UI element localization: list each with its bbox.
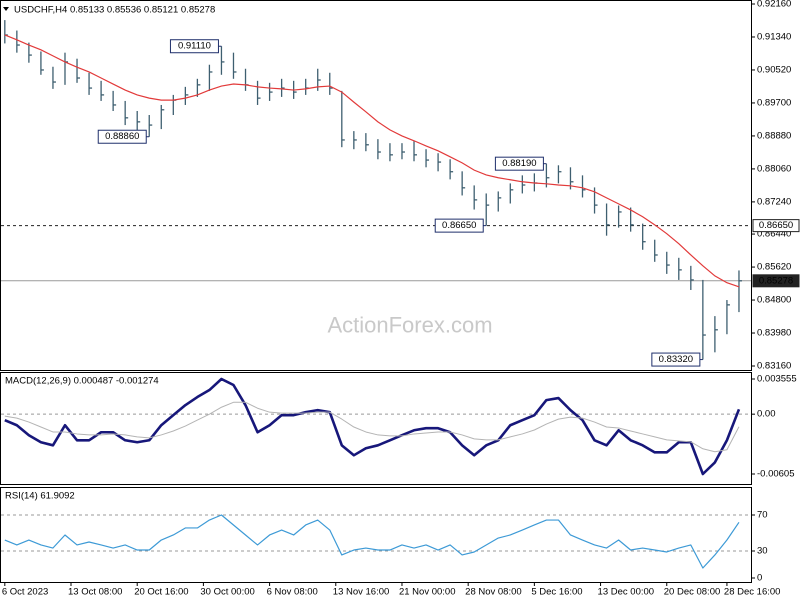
x-tick-label: 5 Dec 16:00 bbox=[531, 587, 582, 598]
annotation-box bbox=[434, 218, 484, 233]
x-tick-label: 30 Oct 00:00 bbox=[200, 587, 254, 598]
price-level-label: 0.86650 bbox=[759, 220, 793, 231]
y-tick-label: 0.88880 bbox=[757, 130, 791, 141]
annotation-label: 0.83320 bbox=[659, 354, 693, 365]
annotation-box bbox=[97, 129, 147, 144]
y-tick-label: 0 bbox=[757, 573, 762, 584]
indicator-line bbox=[4, 401, 740, 453]
annotation-label: 0.88860 bbox=[105, 131, 139, 142]
annotation-box bbox=[651, 352, 701, 367]
x-tick-label: 28 Nov 08:00 bbox=[465, 587, 522, 598]
y-tick-label: 0.84800 bbox=[757, 295, 791, 306]
panel-title: MACD(12,26,9) 0.000487 -0.001274 bbox=[5, 376, 159, 387]
y-tick-label: 0.90520 bbox=[757, 64, 791, 75]
y-tick-label: 0.91340 bbox=[757, 31, 791, 42]
x-tick-label: 6 Oct 2023 bbox=[2, 587, 48, 598]
y-tick-label: 0.83160 bbox=[757, 361, 791, 372]
panel-title: RSI(14) 61.9092 bbox=[5, 491, 75, 502]
y-tick-label: 0.92160 bbox=[757, 0, 791, 10]
moving-average-line bbox=[4, 34, 740, 288]
annotation-box bbox=[494, 156, 544, 171]
macd-panel-frame bbox=[0, 372, 752, 485]
y-tick-label: 70 bbox=[757, 510, 768, 521]
y-tick-label: 0.003555 bbox=[757, 374, 797, 385]
y-tick-label: 0.85620 bbox=[757, 262, 791, 273]
y-tick-label: 0.88060 bbox=[757, 163, 791, 174]
indicator-line bbox=[4, 377, 741, 476]
price-level-box bbox=[752, 219, 800, 233]
y-tick-label: -0.00605 bbox=[757, 469, 795, 480]
watermark: ActionForex.com bbox=[327, 313, 492, 338]
x-tick-label: 13 Dec 00:00 bbox=[598, 587, 655, 598]
y-tick-label: 0.00 bbox=[757, 409, 776, 420]
y-tick-label: 0.87240 bbox=[757, 196, 791, 207]
y-tick-label: 0.86440 bbox=[757, 229, 791, 240]
rsi-panel-frame bbox=[0, 487, 752, 583]
price-level-box bbox=[752, 274, 800, 288]
menu-arrow bbox=[3, 7, 9, 11]
x-tick-label: 20 Oct 16:00 bbox=[134, 587, 188, 598]
indicator-line bbox=[4, 514, 740, 569]
x-tick-label: 13 Nov 16:00 bbox=[333, 587, 390, 598]
y-tick-label: 0.89700 bbox=[757, 97, 791, 108]
x-tick-label: 20 Dec 08:00 bbox=[664, 587, 721, 598]
annotation-label: 0.86650 bbox=[442, 220, 476, 231]
annotation-label: 0.88190 bbox=[502, 158, 536, 169]
x-tick-label: 6 Nov 08:00 bbox=[267, 587, 318, 598]
price-level-label: 0.85278 bbox=[759, 275, 793, 286]
annotation-box bbox=[169, 39, 219, 54]
x-tick-label: 21 Nov 00:00 bbox=[399, 587, 456, 598]
x-tick-label: 13 Oct 08:00 bbox=[68, 587, 122, 598]
annotation-label: 0.91110 bbox=[178, 41, 211, 52]
y-tick-label: 0.83980 bbox=[757, 328, 791, 339]
price-panel-frame bbox=[0, 0, 752, 371]
x-tick-label: 28 Dec 16:00 bbox=[724, 587, 781, 598]
y-tick-label: 30 bbox=[757, 546, 768, 557]
panel-title: USDCHF,H4 0.85133 0.85536 0.85121 0.8527… bbox=[14, 5, 215, 16]
